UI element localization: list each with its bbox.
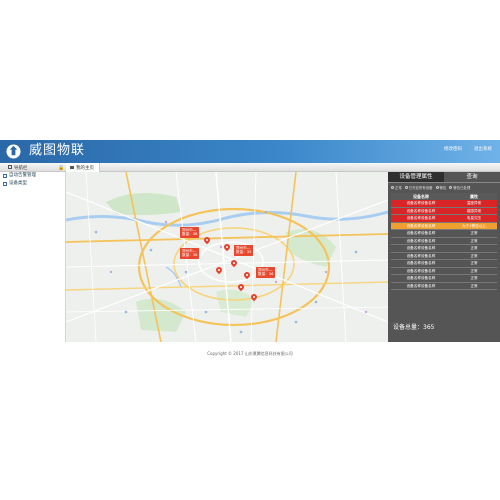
table-row[interactable]: 设备名称设备名称 正常 [391, 268, 497, 275]
sidebar-item-label: 设备类型 [9, 181, 27, 186]
app-title: 威图物联 [29, 143, 86, 158]
device-name: 设备名称设备名称 [406, 223, 436, 228]
legend-item[interactable]: 警告已处理 [449, 185, 470, 190]
radio-icon [435, 186, 439, 189]
device-name: 设备名称设备名称 [406, 253, 436, 258]
device-status: 正常 [470, 276, 478, 280]
cluster-count: 数量：35 [236, 250, 252, 255]
status-legend: 正常 已开启所有设备 警告 警告已处理 [388, 183, 500, 192]
device-name: 设备名称设备名称 [406, 283, 436, 288]
radio-icon [449, 186, 453, 189]
cluster-count: 数量：36 [182, 232, 198, 237]
table-row[interactable]: 设备名称设备名称 温度异常 [391, 200, 497, 208]
grid-icon [3, 182, 7, 186]
legend-label: 警告已处理 [453, 186, 471, 190]
device-status: 正常 [470, 261, 478, 265]
sidebar-item-label: 自动告警管理 [9, 173, 36, 178]
lock-icon[interactable]: 🔒 [58, 164, 65, 171]
sidebar: 自动告警管理 设备类型 [0, 172, 66, 342]
cluster-city: 郑州市— [182, 227, 197, 232]
change-password-link[interactable]: 修改密码 [444, 147, 462, 152]
nav-bar: 导航栏 🔒 我的主页 [0, 163, 500, 172]
device-status: 烟感异常 [466, 208, 482, 213]
cluster-city: 郑州市— [258, 267, 273, 272]
device-status: 正常 [470, 283, 478, 288]
home-icon [70, 165, 74, 169]
table-row[interactable]: 设备名称设备名称 正常 [391, 238, 497, 245]
table-row[interactable]: 设备名称设备名称 正常 [391, 260, 497, 268]
device-name: 设备名称设备名称 [406, 238, 436, 243]
map-cluster-label[interactable]: 郑州市— 数量：36 [180, 248, 200, 259]
cluster-city: 郑州市— [236, 245, 251, 250]
device-status: 正常 [470, 246, 478, 250]
map-view[interactable]: 郑州市— 数量：36 郑州市— 数量：36 郑州市— 数量：35 郑州市— 数量… [66, 172, 388, 342]
app-window: 威图物联 修改密码 退出系统 导航栏 🔒 我的主页 自动告警管理 设备类型 [0, 140, 500, 360]
device-name: 设备名称设备名称 [406, 216, 436, 220]
cluster-count: 数量：36 [182, 253, 198, 258]
device-status: 大于1警告以上 [462, 223, 486, 228]
logout-link[interactable]: 退出系统 [474, 147, 492, 152]
sidebar-item-alarm-management[interactable]: 自动告警管理 [0, 172, 65, 180]
radio-icon [404, 186, 408, 189]
tab-home[interactable]: 我的主页 [66, 163, 100, 172]
map-cluster-label[interactable]: 郑州市— 数量：36 [180, 227, 200, 238]
footer-copyright: Copyright © 2017 山东景腾信息科技有限公司 [207, 351, 293, 356]
device-name: 设备名称设备名称 [406, 246, 436, 250]
device-name: 设备名称设备名称 [406, 276, 436, 280]
table-row[interactable]: 设备名称设备名称 大于1警告以上 [391, 222, 497, 230]
legend-item[interactable]: 警告 [435, 185, 447, 190]
table-row[interactable]: 设备名称设备名称 正常 [391, 245, 497, 253]
device-name: 设备名称设备名称 [406, 268, 436, 273]
device-name: 设备名称设备名称 [406, 201, 436, 205]
map-cluster-label[interactable]: 郑州市— 数量：35 [234, 245, 254, 256]
radio-icon [391, 186, 394, 189]
legend-label: 已开启所有设备 [408, 186, 433, 190]
device-status: 正常 [470, 268, 478, 273]
device-status: 正常 [470, 231, 478, 235]
tab-home-label: 我的主页 [76, 165, 94, 171]
table-header: 设备名称 属性 [391, 193, 497, 200]
column-header: 设备名称 [412, 194, 429, 199]
sidebar-item-device-type[interactable]: 设备类型 [0, 180, 65, 188]
device-status: 正常 [470, 253, 478, 258]
tab-device-attributes[interactable]: 设备管理属性 [388, 172, 444, 182]
device-name: 设备名称设备名称 [406, 208, 436, 213]
device-status: 温度异常 [466, 201, 482, 205]
table-row[interactable]: 设备名称设备名称 正常 [391, 283, 497, 290]
header-bar: 威图物联 修改密码 退出系统 [0, 140, 500, 163]
table-row[interactable]: 设备名称设备名称 正常 [391, 253, 497, 260]
device-status: 电量欠压 [466, 216, 482, 220]
nav-label: 导航栏 [14, 165, 28, 171]
table-row[interactable]: 设备名称设备名称 电量欠压 [391, 215, 497, 223]
legend-item[interactable]: 正常 [391, 185, 402, 190]
table-row[interactable]: 设备名称设备名称 烟感异常 [391, 207, 497, 215]
table-row[interactable]: 设备名称设备名称 正常 [391, 275, 497, 283]
tab-query[interactable]: 查询 [466, 174, 478, 180]
cluster-city: 郑州市— [182, 248, 197, 253]
grid-icon [3, 174, 7, 178]
legend-label: 正常 [395, 186, 402, 190]
legend-label: 警告 [439, 186, 447, 190]
column-header: 属性 [469, 194, 478, 199]
device-name: 设备名称设备名称 [406, 261, 436, 265]
map-canvas [66, 172, 388, 342]
device-status: 正常 [470, 238, 478, 243]
device-panel: 设备管理属性 查询 正常 已开启所有设备 警告 警告已处理 设备名称 属性 设备… [388, 172, 500, 342]
logo-icon [6, 144, 21, 159]
device-total: 设备总量：365 [393, 324, 435, 331]
cluster-count: 数量：36 [258, 272, 274, 277]
table-row[interactable]: 设备名称设备名称 正常 [391, 230, 497, 238]
legend-item[interactable]: 已开启所有设备 [404, 185, 433, 190]
map-cluster-label[interactable]: 郑州市— 数量：36 [256, 267, 276, 278]
device-name: 设备名称设备名称 [406, 231, 436, 235]
menu-icon [8, 165, 12, 170]
